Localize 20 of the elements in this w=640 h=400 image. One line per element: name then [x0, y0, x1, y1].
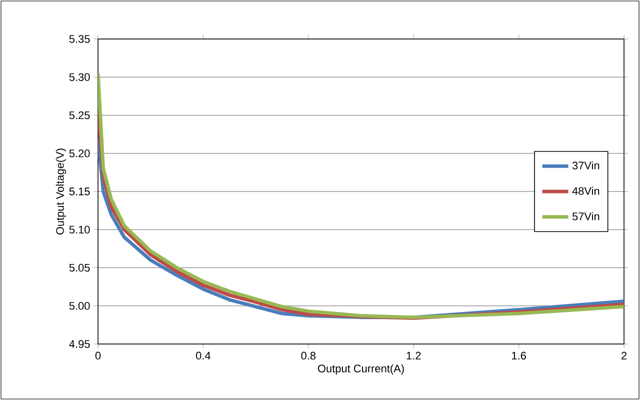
y-tick-label: 5.10 — [69, 226, 90, 234]
y-tick-label: 4.95 — [69, 340, 90, 348]
y-tick-label: 5.30 — [69, 73, 90, 82]
x-tick-label: 0 — [95, 352, 101, 360]
legend-label: 37Vin — [572, 161, 600, 170]
y-tick-label: 5.25 — [69, 111, 90, 120]
y-tick-label: 5.05 — [69, 264, 90, 272]
x-axis-title: Output Current(A) — [318, 364, 404, 375]
legend-label: 48Vin — [572, 186, 600, 195]
x-tick-label: 2 — [622, 352, 627, 360]
legend-label: 57Vin — [572, 212, 600, 220]
y-tick-label: 5.15 — [69, 188, 90, 196]
y-tick-label: 5.35 — [69, 35, 90, 43]
x-tick-label: 0.8 — [301, 352, 316, 360]
y-tick-label: 5.00 — [69, 302, 90, 310]
y-tick-label: 5.20 — [69, 150, 90, 158]
x-tick-label: 0.4 — [196, 352, 210, 360]
x-tick-label: 1.2 — [406, 352, 421, 360]
x-tick-label: 1.6 — [512, 352, 526, 360]
y-axis-title: Output Voltage(V) — [56, 148, 66, 235]
